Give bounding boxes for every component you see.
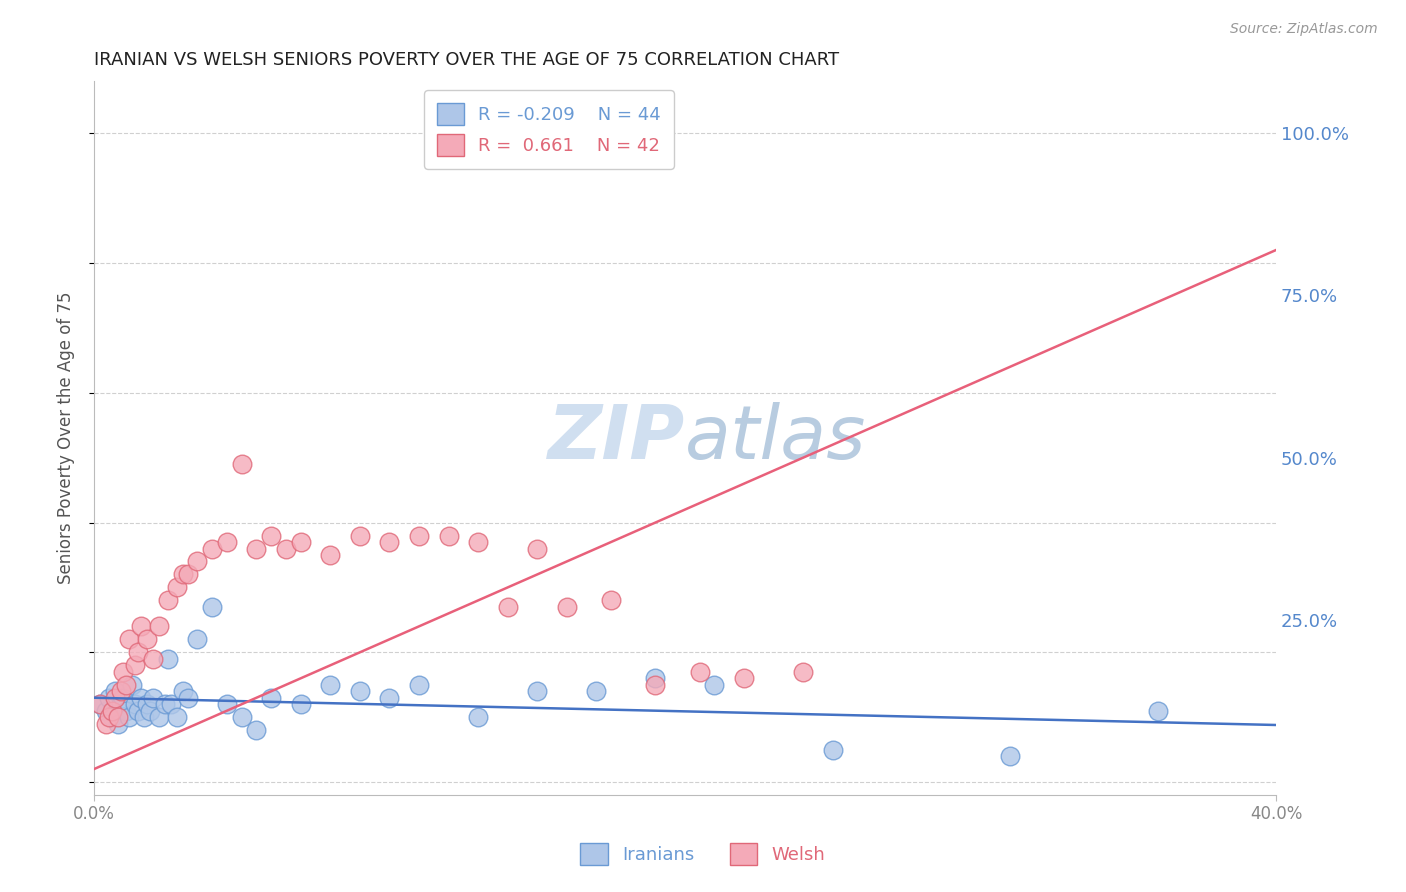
Point: [112, 665, 135, 679]
Point: [89, 697, 111, 711]
Point: [107, 710, 129, 724]
Point: [792, 665, 814, 679]
Point: [378, 690, 401, 705]
Text: Source: ZipAtlas.com: Source: ZipAtlas.com: [1230, 22, 1378, 37]
Point: [177, 690, 200, 705]
Point: [215, 535, 238, 549]
Point: [467, 535, 489, 549]
Point: [408, 678, 430, 692]
Point: [437, 528, 460, 542]
Point: [110, 684, 132, 698]
Point: [127, 645, 149, 659]
Point: [110, 697, 132, 711]
Point: [166, 710, 188, 724]
Point: [156, 593, 179, 607]
Point: [136, 697, 159, 711]
Point: [153, 697, 176, 711]
Point: [104, 690, 127, 705]
Point: [107, 716, 129, 731]
Point: [156, 652, 179, 666]
Point: [408, 528, 430, 542]
Point: [97, 710, 120, 724]
Point: [115, 704, 138, 718]
Point: [129, 619, 152, 633]
Point: [142, 690, 165, 705]
Point: [260, 528, 283, 542]
Point: [134, 710, 156, 724]
Point: [186, 632, 208, 647]
Point: [274, 541, 297, 556]
Point: [290, 697, 312, 711]
Point: [644, 671, 666, 685]
Point: [100, 704, 122, 718]
Point: [172, 684, 194, 698]
Legend: Iranians, Welsh: Iranians, Welsh: [571, 834, 835, 874]
Point: [555, 599, 578, 614]
Text: ZIP: ZIP: [548, 401, 685, 475]
Point: [166, 581, 188, 595]
Point: [378, 535, 401, 549]
Point: [94, 704, 117, 718]
Point: [97, 690, 120, 705]
Point: [467, 710, 489, 724]
Point: [104, 684, 127, 698]
Point: [689, 665, 711, 679]
Point: [159, 697, 181, 711]
Point: [644, 678, 666, 692]
Point: [177, 567, 200, 582]
Point: [290, 535, 312, 549]
Point: [245, 723, 267, 738]
Point: [129, 690, 152, 705]
Point: [998, 749, 1021, 764]
Point: [703, 678, 725, 692]
Point: [526, 541, 548, 556]
Legend: R = -0.209    N = 44, R =  0.661    N = 42: R = -0.209 N = 44, R = 0.661 N = 42: [425, 90, 673, 169]
Point: [89, 697, 111, 711]
Point: [142, 652, 165, 666]
Point: [526, 684, 548, 698]
Point: [127, 704, 149, 718]
Point: [201, 541, 224, 556]
Point: [148, 710, 170, 724]
Point: [118, 632, 141, 647]
Point: [115, 678, 138, 692]
Point: [585, 684, 607, 698]
Y-axis label: Seniors Poverty Over the Age of 75: Seniors Poverty Over the Age of 75: [58, 292, 75, 584]
Point: [231, 457, 253, 471]
Point: [1146, 704, 1168, 718]
Point: [319, 678, 342, 692]
Point: [100, 710, 122, 724]
Point: [136, 632, 159, 647]
Point: [148, 619, 170, 633]
Point: [231, 710, 253, 724]
Point: [201, 599, 224, 614]
Point: [600, 593, 623, 607]
Point: [172, 567, 194, 582]
Point: [121, 678, 143, 692]
Point: [139, 704, 162, 718]
Point: [215, 697, 238, 711]
Point: [124, 658, 146, 673]
Point: [94, 716, 117, 731]
Point: [124, 697, 146, 711]
Point: [821, 742, 844, 756]
Point: [245, 541, 267, 556]
Point: [319, 548, 342, 562]
Point: [260, 690, 283, 705]
Point: [186, 554, 208, 568]
Point: [112, 690, 135, 705]
Text: atlas: atlas: [685, 402, 866, 475]
Point: [496, 599, 519, 614]
Point: [118, 710, 141, 724]
Point: [733, 671, 755, 685]
Point: [349, 684, 371, 698]
Point: [349, 528, 371, 542]
Text: IRANIAN VS WELSH SENIORS POVERTY OVER THE AGE OF 75 CORRELATION CHART: IRANIAN VS WELSH SENIORS POVERTY OVER TH…: [94, 51, 839, 69]
